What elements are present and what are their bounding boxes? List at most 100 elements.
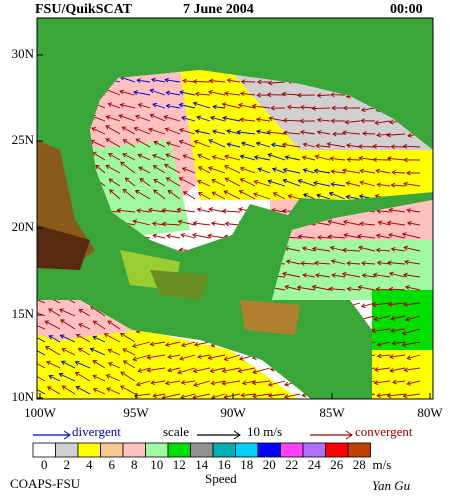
wind-vector — [192, 234, 211, 239]
wind-vector — [61, 360, 76, 369]
wind-vector — [138, 367, 151, 372]
wind-vector-head — [299, 118, 304, 124]
wind-vector — [60, 334, 76, 343]
wind-vector-head — [149, 113, 155, 119]
wind-vector — [162, 209, 181, 213]
wind-vector-head — [390, 182, 396, 188]
wind-vector-head — [403, 302, 408, 307]
wind-vector — [78, 323, 91, 330]
wind-vector — [314, 262, 331, 265]
wind-vector-head — [341, 271, 347, 277]
colorbar-tick: 10 — [150, 457, 163, 472]
wind-vector-head — [376, 260, 382, 266]
wind-vector-head — [107, 348, 113, 354]
wind-vector-head — [150, 77, 156, 83]
wind-vector-head — [177, 219, 183, 225]
wind-vector — [315, 155, 331, 161]
wind-vector-head — [358, 194, 364, 199]
wind-vector-head — [403, 181, 408, 187]
wind-vector — [343, 221, 361, 226]
wind-vector — [135, 190, 151, 200]
wind-vector-head — [192, 232, 197, 238]
wind-vector-head — [315, 143, 320, 149]
wind-vector-head — [148, 127, 153, 133]
wind-vector — [120, 104, 136, 109]
wind-vector — [252, 105, 271, 109]
wind-vector — [183, 154, 196, 161]
wind-vector — [150, 114, 166, 122]
wind-vector-head — [89, 347, 95, 353]
wind-vector-head — [221, 102, 227, 108]
wind-vector-head — [375, 247, 381, 253]
wind-vector-head — [386, 132, 391, 138]
wind-vector — [329, 192, 346, 200]
speed-zone — [37, 300, 140, 340]
wind-vector — [49, 375, 61, 382]
wind-vector-head — [74, 372, 80, 377]
wind-vector — [317, 94, 331, 97]
wind-vector-head — [282, 117, 288, 123]
wind-vector-head — [193, 341, 199, 347]
highland — [240, 300, 300, 335]
colorbar-title: Speed — [205, 471, 237, 486]
wind-vector — [120, 333, 136, 343]
wind-vector-head — [77, 347, 83, 353]
wind-vector-head — [403, 245, 409, 251]
wind-vector — [360, 181, 376, 187]
wind-vector-head — [403, 367, 409, 373]
color-swatch — [122, 442, 146, 458]
wind-vector-head — [61, 385, 67, 390]
wind-vector-head — [239, 117, 244, 123]
wind-vector-head — [373, 367, 379, 372]
wind-vector — [389, 288, 406, 291]
wind-vector-head — [30, 25, 34, 29]
wind-vector — [76, 386, 91, 395]
wind-vector-head — [121, 126, 127, 131]
wind-vector — [358, 286, 376, 291]
wind-vector — [197, 354, 211, 358]
wind-vector — [406, 209, 421, 213]
wind-vector — [108, 103, 121, 109]
wind-vector — [377, 210, 391, 213]
wind-vector — [179, 91, 196, 96]
wind-vector-head — [176, 207, 182, 213]
wind-vector — [122, 348, 136, 356]
wind-vector-head — [359, 221, 364, 227]
wind-vector — [372, 302, 391, 306]
wind-vector — [224, 354, 241, 361]
wind-vector — [120, 371, 136, 382]
wind-vector — [312, 107, 331, 109]
wind-vector-head — [358, 155, 364, 161]
wind-vector-head — [122, 139, 128, 144]
wind-vector-head — [119, 385, 125, 390]
wind-vector — [225, 223, 241, 226]
wind-vector — [389, 272, 406, 278]
wind-vector-head — [194, 129, 200, 134]
wind-vector — [374, 315, 391, 321]
wind-vector-head — [282, 130, 288, 136]
wind-vector — [403, 274, 421, 278]
wind-vector — [120, 161, 136, 174]
wind-vector — [92, 151, 106, 161]
wind-vector-head — [373, 380, 379, 386]
wind-vector — [331, 183, 346, 187]
wind-vector-head — [30, 112, 34, 116]
wind-vector — [167, 354, 181, 358]
colorbar: 0 2 4 6 8 10 12 14 16 18 20 22 24 26 28 m/s — [32, 442, 391, 472]
wind-vector — [136, 380, 151, 386]
wind-vector — [224, 393, 241, 398]
wind-vector-head — [211, 191, 217, 196]
wind-vector-head — [301, 155, 307, 161]
wind-vector — [90, 140, 106, 148]
colorbar-tick: 26 — [330, 457, 344, 472]
wind-vector — [150, 89, 166, 96]
wind-vector-head — [253, 155, 259, 160]
wind-vector-head — [149, 341, 155, 347]
wind-vector-head — [122, 188, 128, 194]
wind-vector — [314, 169, 331, 174]
wind-vector — [165, 128, 181, 135]
wind-vector — [197, 154, 211, 161]
wind-vector — [135, 138, 151, 148]
wind-vector-head — [373, 316, 379, 322]
wind-vector — [298, 179, 316, 187]
